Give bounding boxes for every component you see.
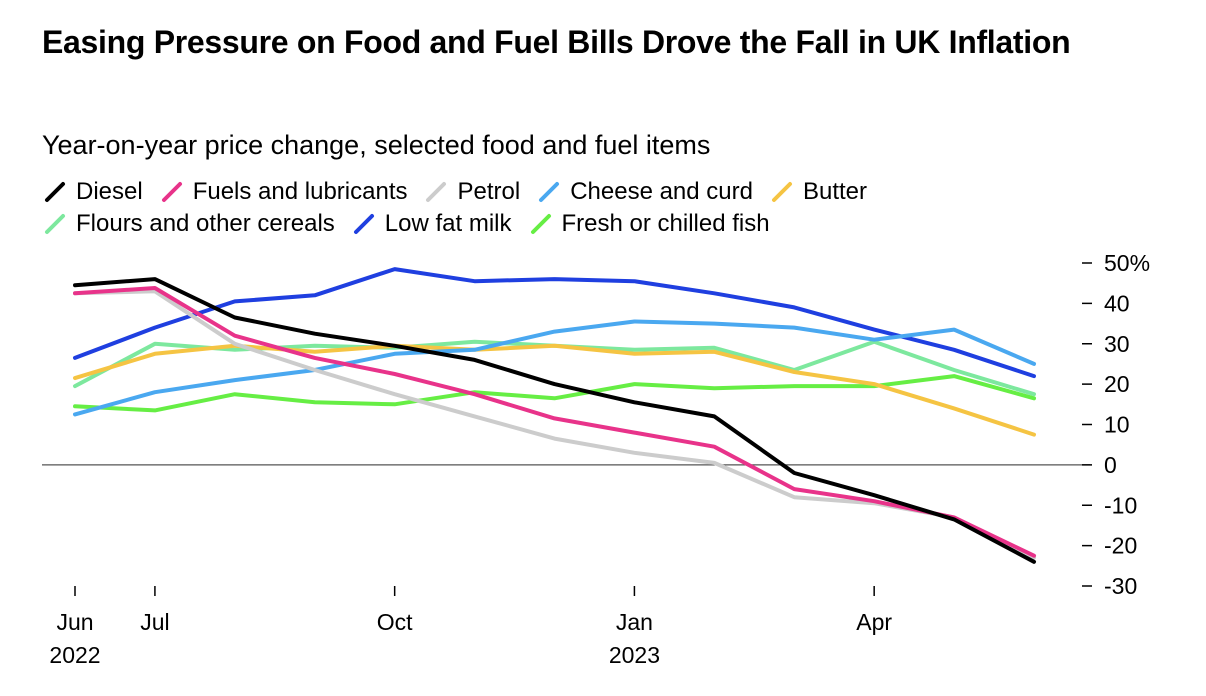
series-line-fuels-and-lubricants xyxy=(73,286,1036,558)
legend-label: Flours and other cereals xyxy=(76,210,335,237)
legend-item-fuels-and-lubricants: Fuels and lubricants xyxy=(161,177,408,207)
x-tick-year-label: 2023 xyxy=(609,642,660,668)
y-tick-label: 50% xyxy=(1104,250,1150,276)
legend-swatch-cheese-and-curd xyxy=(539,182,560,202)
legend-label: Cheese and curd xyxy=(570,178,753,205)
legend-label: Butter xyxy=(802,178,868,205)
legend-label: Fresh or chilled fish xyxy=(561,210,770,237)
x-tick-label: Jan xyxy=(616,609,653,635)
legend-label: Diesel xyxy=(76,178,143,205)
x-tick-year-label: 2022 xyxy=(49,642,100,668)
legend-item-low-fat-milk: Low fat milk xyxy=(353,209,512,239)
y-tick-label: 30 xyxy=(1104,331,1130,357)
y-tick-label: 10 xyxy=(1104,412,1130,438)
legend-swatch-petrol xyxy=(426,182,447,202)
series-line-butter xyxy=(73,343,1036,437)
legend-swatch-low-fat-milk xyxy=(353,214,374,234)
y-tick-label: 0 xyxy=(1104,452,1117,478)
legend-swatch-flours-and-other-cereals xyxy=(45,214,65,234)
legend-swatch-fuels-and-lubricants xyxy=(161,182,182,202)
x-tick-label: Jul xyxy=(140,609,169,635)
y-tick-label: -10 xyxy=(1104,492,1137,518)
legend-item-diesel: Diesel xyxy=(44,177,143,207)
legend-item-petrol: Petrol xyxy=(425,177,520,207)
series-line-cheese-and-curd xyxy=(73,319,1036,417)
legend-label: Petrol xyxy=(457,178,521,205)
legend-label: Low fat milk xyxy=(384,210,512,237)
legend-row: Diesel Fuels and lubricants Petrol Cheese a… xyxy=(44,176,1164,208)
chart-subtitle: Year-on-year price change, selected food… xyxy=(42,130,711,160)
series-line-diesel xyxy=(73,277,1036,564)
y-tick-label: -20 xyxy=(1104,533,1137,559)
chart-title: Easing Pressure on Food and Fuel Bills D… xyxy=(42,24,1071,60)
series-line-flours-and-other-cereals xyxy=(73,339,1036,397)
legend-item-butter: Butter xyxy=(771,177,867,207)
legend-swatch-butter xyxy=(771,182,792,202)
series-line-low-fat-milk xyxy=(73,267,1036,379)
legend-swatch-diesel xyxy=(45,182,65,202)
legend: Diesel Fuels and lubricants Petrol Cheese a… xyxy=(44,176,1164,240)
y-tick-label: -30 xyxy=(1104,573,1137,599)
legend-label: Fuels and lubricants xyxy=(192,178,408,205)
legend-row: Flours and other cereals Low fat milk Fres… xyxy=(44,208,1164,240)
legend-item-flours-and-other-cereals: Flours and other cereals xyxy=(44,209,335,239)
y-tick-label: 20 xyxy=(1104,371,1130,397)
x-tick-label: Apr xyxy=(856,609,892,635)
legend-item-fresh-or-chilled-fish: Fresh or chilled fish xyxy=(530,209,770,239)
x-tick-label: Jun xyxy=(56,609,93,635)
legend-swatch-fresh-or-chilled-fish xyxy=(530,214,551,234)
legend-item-cheese-and-curd: Cheese and curd xyxy=(538,177,753,207)
x-tick-label: Oct xyxy=(377,609,413,635)
y-tick-label: 40 xyxy=(1104,290,1130,316)
